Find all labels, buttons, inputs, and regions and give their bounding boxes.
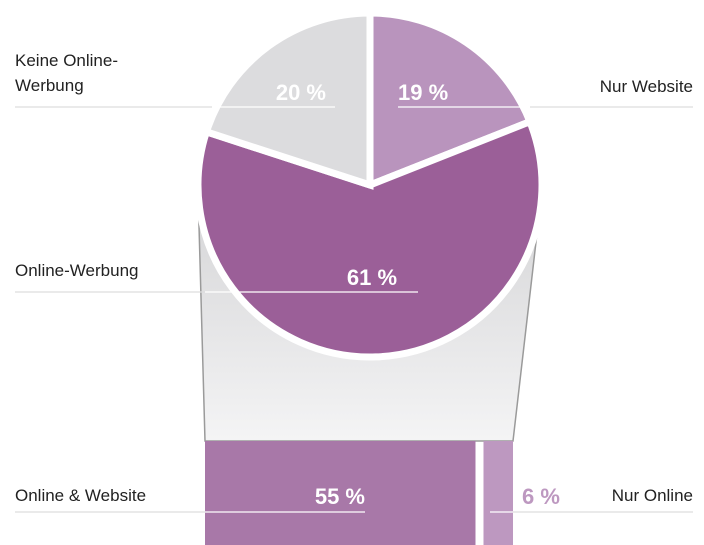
value-label: 55 % <box>315 484 365 509</box>
pie-slice <box>202 9 374 190</box>
category-label: Online & Website <box>15 486 147 505</box>
value-label: 6 % <box>522 484 560 509</box>
category-label: Keine Online-Werbung <box>15 51 119 95</box>
bar-segment <box>205 441 476 545</box>
bar-segment <box>483 441 513 545</box>
category-label: Nur Website <box>599 77 693 96</box>
category-label: Online-Werbung <box>15 261 139 280</box>
category-label: Nur Online <box>611 486 693 505</box>
value-label: 20 % <box>276 80 326 105</box>
value-label: 19 % <box>398 80 448 105</box>
pie-slice <box>194 117 546 361</box>
value-label: 61 % <box>347 265 397 290</box>
pie-slice <box>366 9 535 191</box>
